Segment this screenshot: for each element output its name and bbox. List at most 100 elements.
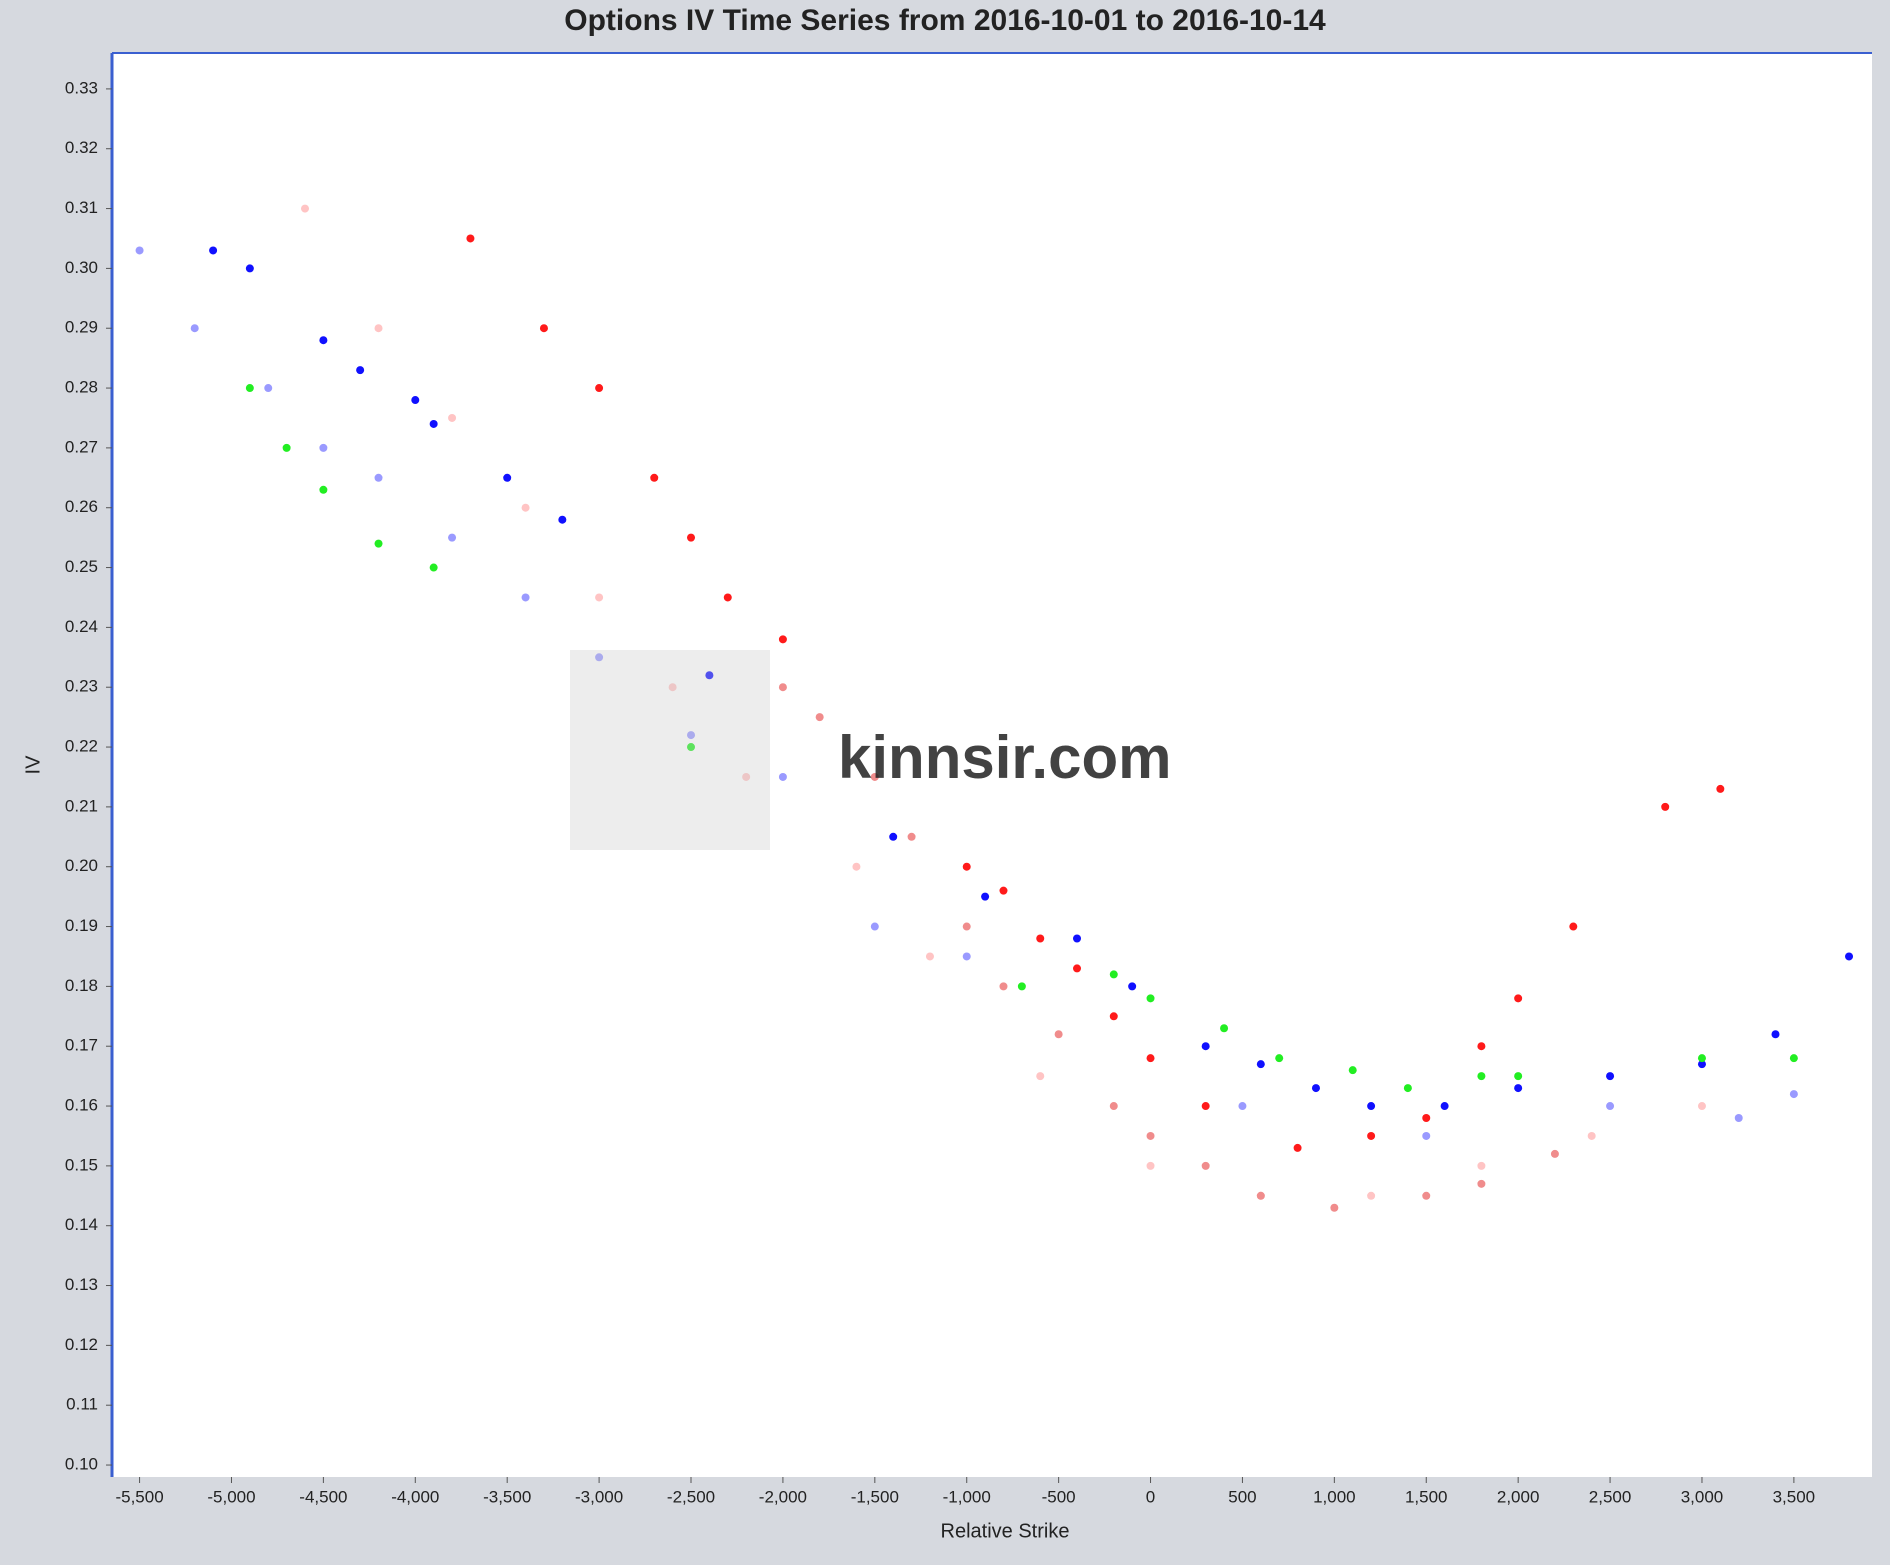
- point: [1606, 1102, 1615, 1111]
- point: [778, 683, 787, 692]
- point: [687, 743, 696, 752]
- point: [1293, 1143, 1302, 1152]
- y-tick-label: 0.12: [65, 1335, 98, 1354]
- point: [558, 515, 567, 524]
- point: [742, 772, 751, 781]
- point: [1109, 1102, 1118, 1111]
- point: [466, 234, 475, 243]
- y-tick-label: 0.17: [65, 1036, 98, 1055]
- y-tick-label: 0.19: [65, 916, 98, 935]
- chart-title: Options IV Time Series from 2016-10-01 t…: [564, 4, 1326, 37]
- point: [1201, 1042, 1210, 1051]
- point: [650, 473, 659, 482]
- point: [1697, 1054, 1706, 1063]
- point: [245, 264, 254, 273]
- point: [1697, 1102, 1706, 1111]
- point: [1073, 934, 1082, 943]
- y-tick-label: 0.22: [65, 737, 98, 756]
- point: [521, 593, 530, 602]
- point: [999, 886, 1008, 895]
- point: [595, 593, 604, 602]
- point: [1569, 922, 1578, 931]
- y-tick-label: 0.28: [65, 378, 98, 397]
- x-tick-label: 3,500: [1773, 1487, 1816, 1506]
- point: [999, 982, 1008, 991]
- point: [1036, 934, 1045, 943]
- point: [1256, 1060, 1265, 1069]
- point: [1845, 952, 1854, 961]
- y-tick-label: 0.20: [65, 856, 98, 875]
- point: [209, 246, 218, 255]
- y-tick-label: 0.31: [65, 198, 98, 217]
- point: [668, 683, 677, 692]
- plot-area: [112, 53, 1872, 1477]
- point: [1348, 1066, 1357, 1075]
- point: [1311, 1084, 1320, 1093]
- point: [1440, 1102, 1449, 1111]
- point: [962, 952, 971, 961]
- y-tick-label: 0.29: [65, 318, 98, 337]
- y-tick-label: 0.16: [65, 1096, 98, 1115]
- x-axis-label: Relative Strike: [941, 1520, 1070, 1542]
- point: [1146, 1131, 1155, 1140]
- y-tick-label: 0.15: [65, 1155, 98, 1174]
- y-tick-label: 0.13: [65, 1275, 98, 1294]
- y-tick-label: 0.18: [65, 976, 98, 995]
- x-tick-label: -4,500: [299, 1487, 347, 1506]
- y-tick-label: 0.21: [65, 796, 98, 815]
- point: [190, 324, 199, 333]
- x-tick-label: -2,000: [759, 1487, 807, 1506]
- point: [1716, 784, 1725, 793]
- point: [1477, 1161, 1486, 1170]
- y-tick-label: 0.30: [65, 258, 98, 277]
- point: [301, 204, 310, 213]
- point: [815, 713, 824, 722]
- x-tick-label: -500: [1042, 1487, 1076, 1506]
- point: [1330, 1203, 1339, 1212]
- point: [448, 533, 457, 542]
- point: [448, 413, 457, 422]
- point: [521, 503, 530, 512]
- x-tick-label: 1,000: [1313, 1487, 1356, 1506]
- y-tick-label: 0.32: [65, 138, 98, 157]
- point: [1367, 1102, 1376, 1111]
- point: [1146, 1054, 1155, 1063]
- point: [778, 635, 787, 644]
- point: [1073, 964, 1082, 973]
- x-tick-label: 2,000: [1497, 1487, 1540, 1506]
- point: [319, 336, 328, 345]
- x-tick-label: -5,000: [207, 1487, 255, 1506]
- point: [1477, 1072, 1486, 1081]
- point: [264, 384, 273, 393]
- point: [429, 563, 438, 572]
- point: [429, 419, 438, 428]
- point: [319, 485, 328, 494]
- point: [1422, 1131, 1431, 1140]
- y-axis-label: IV: [22, 755, 44, 775]
- point: [595, 384, 604, 393]
- point: [1514, 994, 1523, 1003]
- point: [1017, 982, 1026, 991]
- x-tick-label: -1,000: [943, 1487, 991, 1506]
- point: [1146, 1161, 1155, 1170]
- point: [1661, 802, 1670, 811]
- point: [1238, 1102, 1247, 1111]
- point: [1550, 1149, 1559, 1158]
- point: [539, 324, 548, 333]
- point: [1220, 1024, 1229, 1033]
- point: [374, 539, 383, 548]
- point: [1606, 1072, 1615, 1081]
- point: [962, 922, 971, 931]
- point: [1514, 1084, 1523, 1093]
- x-tick-label: 2,500: [1589, 1487, 1632, 1506]
- point: [1201, 1161, 1210, 1170]
- point: [870, 772, 879, 781]
- point: [687, 533, 696, 542]
- point: [1789, 1054, 1798, 1063]
- x-tick-label: -1,500: [851, 1487, 899, 1506]
- point: [1477, 1179, 1486, 1188]
- point: [889, 832, 898, 841]
- point: [705, 671, 714, 680]
- point: [870, 922, 879, 931]
- x-tick-label: -3,500: [483, 1487, 531, 1506]
